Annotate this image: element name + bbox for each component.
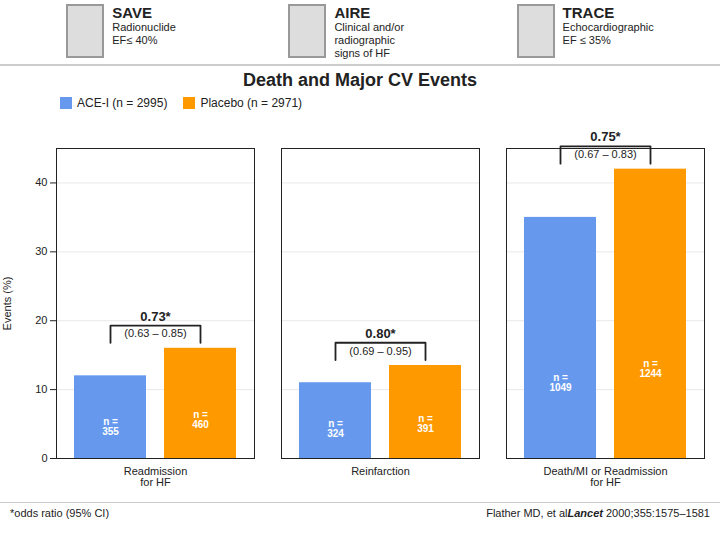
svg-text:n =355: n =355 [102, 416, 119, 437]
svg-text:0.73*: 0.73* [140, 309, 171, 324]
svg-text:Reinfarction: Reinfarction [351, 465, 410, 477]
html-text:AIRE: AIRE [334, 4, 371, 21]
html-text:SAVE: SAVE [112, 4, 152, 21]
svg-text:Events (%): Events (%) [1, 277, 13, 331]
svg-text:0.80*: 0.80* [365, 326, 396, 341]
svg-text:n =391: n =391 [417, 413, 434, 434]
svg-text:n =1049: n =1049 [549, 372, 572, 393]
html-text:*odds ratio (95% CI): *odds ratio (95% CI) [10, 507, 109, 519]
html-text:ACE-I (n = 2995): ACE-I (n = 2995) [77, 96, 168, 110]
html-text:TRACE: TRACE [562, 4, 615, 21]
svg-text:n =324: n =324 [327, 418, 344, 439]
svg-text:(0.63 – 0.85): (0.63 – 0.85) [124, 327, 186, 339]
html-text:Clinical and/or radiographic s: Clinical and/or radiographic signs of HF [334, 21, 405, 60]
html-text:Death and Major CV Events: Death and Major CV Events [243, 70, 477, 90]
svg-text:20: 20 [35, 314, 47, 326]
svg-text:10: 10 [35, 383, 47, 395]
html-text:Flather MD, et al Lancet 2000;: Flather MD, et al Lancet 2000;355:1575–1… [486, 507, 710, 519]
html-text:Radionuclide EF≤ 40%: Radionuclide EF≤ 40% [112, 21, 176, 47]
svg-text:Death/MI or Readmissionfor HF: Death/MI or Readmissionfor HF [543, 465, 667, 488]
svg-text:(0.69 – 0.95): (0.69 – 0.95) [349, 345, 411, 357]
svg-text:n =1244: n =1244 [639, 358, 662, 379]
html-text:Echocardiographic EF ≤ 35%: Echocardiographic EF ≤ 35% [562, 21, 654, 47]
svg-text:0.75*: 0.75* [590, 129, 621, 144]
svg-text:30: 30 [35, 245, 47, 257]
html-text:Placebo (n = 2971): Placebo (n = 2971) [200, 96, 303, 110]
svg-text:0: 0 [41, 452, 47, 464]
svg-text:(0.67 – 0.83): (0.67 – 0.83) [574, 148, 636, 160]
svg-text:Readmissionfor HF: Readmissionfor HF [124, 465, 188, 488]
svg-text:n =460: n =460 [192, 409, 209, 430]
svg-text:40: 40 [35, 176, 47, 188]
